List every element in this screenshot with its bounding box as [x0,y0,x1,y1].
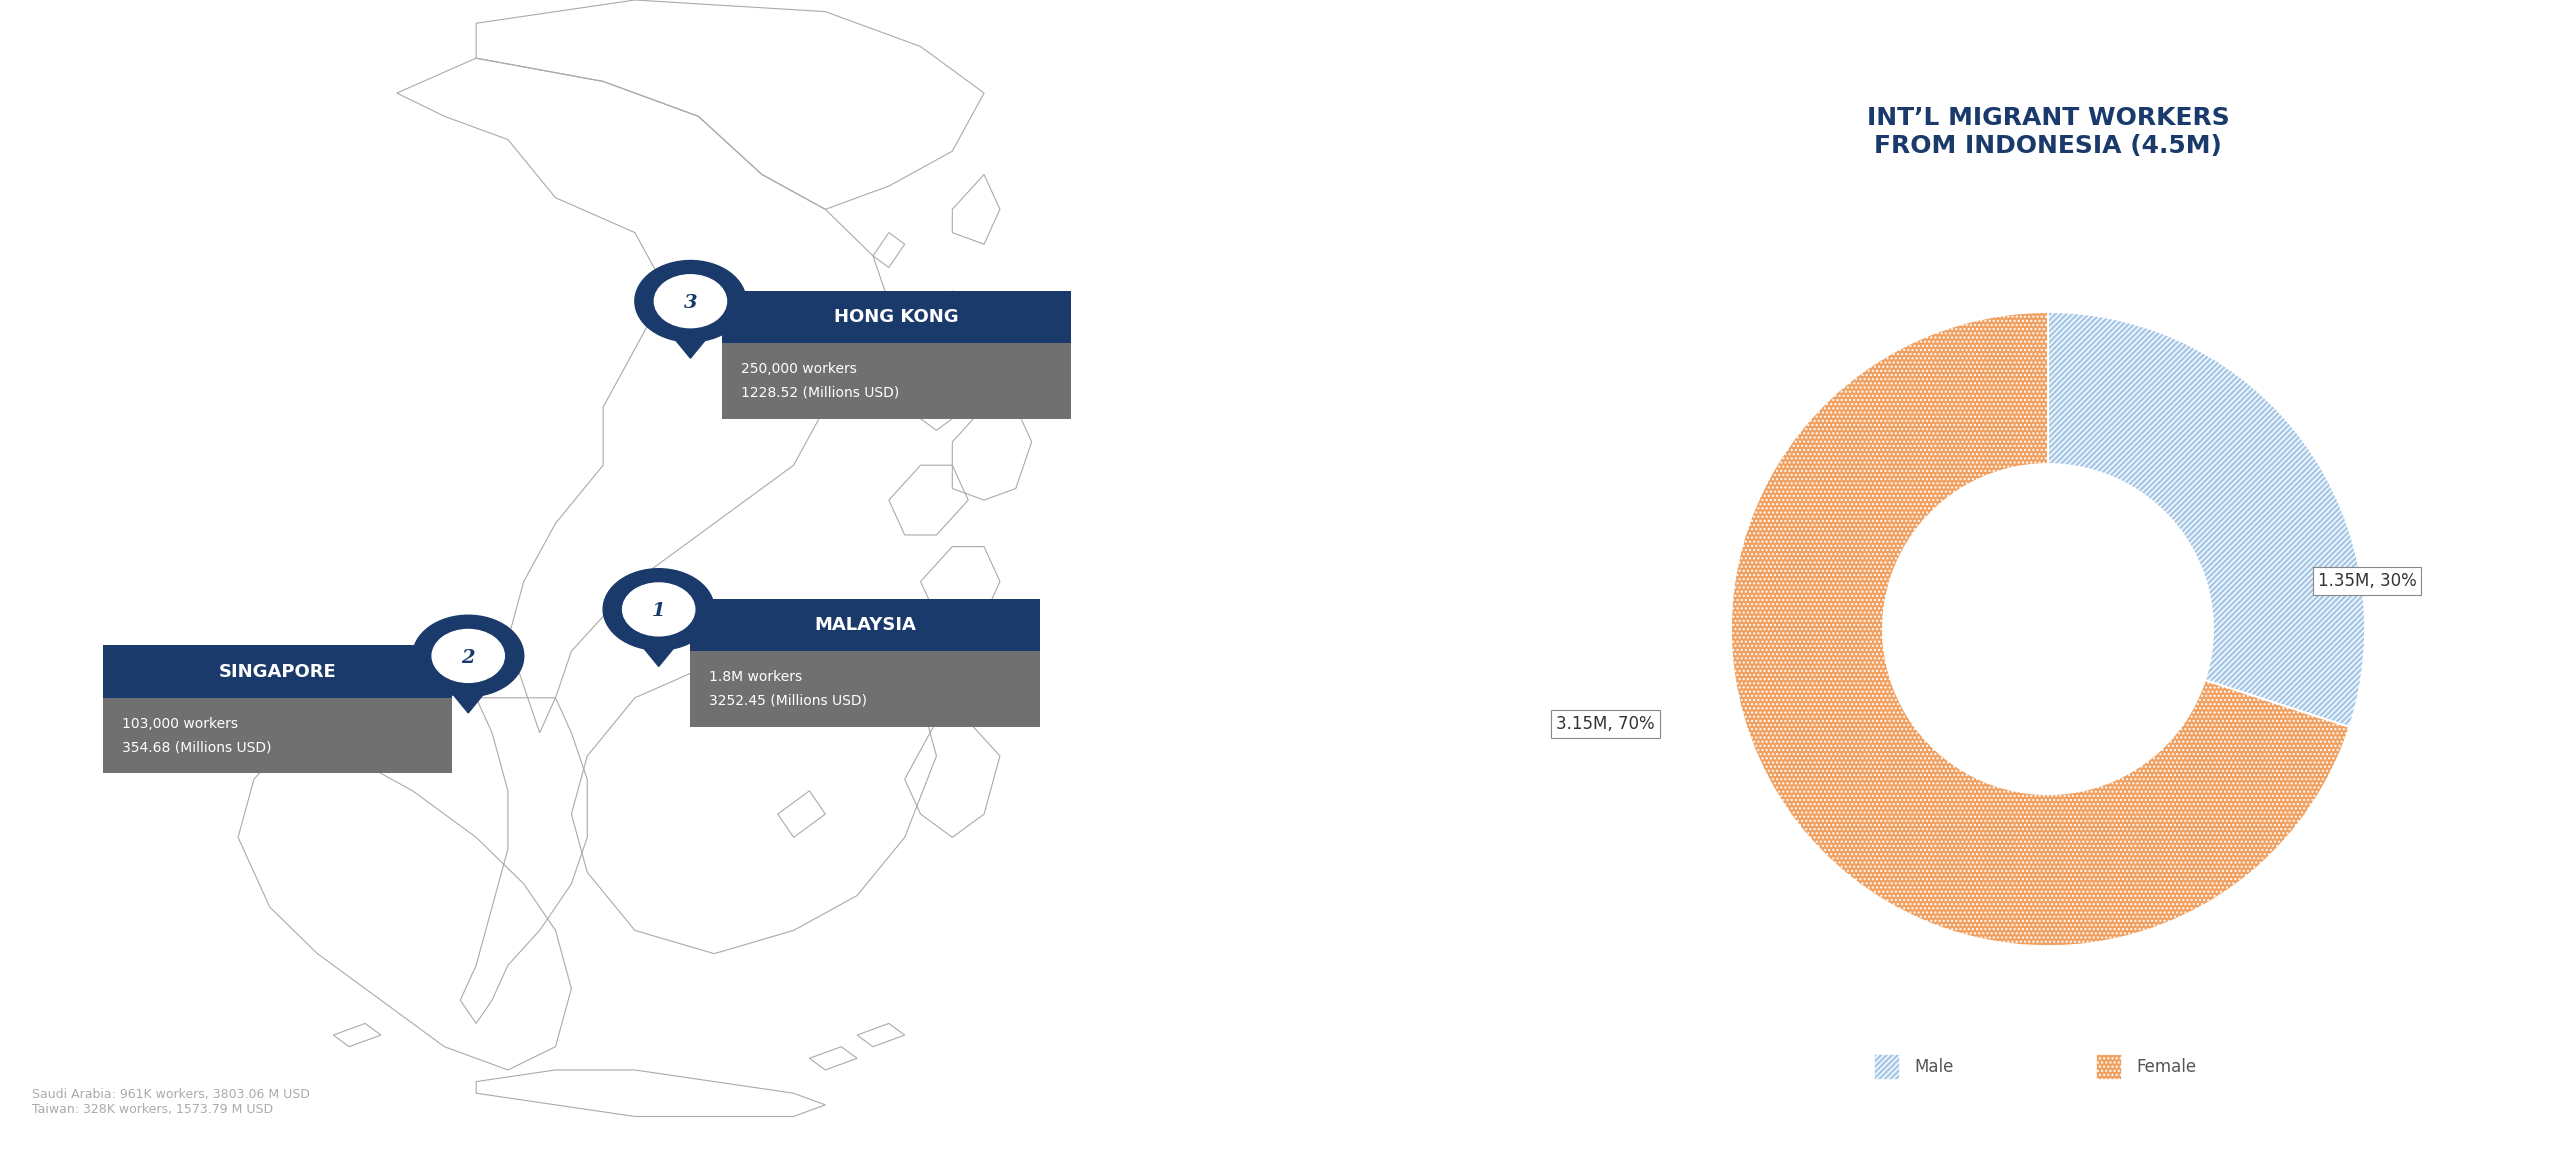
Text: 250,000 workers: 250,000 workers [742,362,858,377]
Text: 1.8M workers: 1.8M workers [709,670,804,685]
Text: HONG KONG: HONG KONG [835,308,960,326]
Circle shape [655,274,727,328]
Circle shape [433,629,504,683]
Polygon shape [658,317,724,358]
FancyBboxPatch shape [722,291,1073,343]
Text: 354.68 (Millions USD): 354.68 (Millions USD) [123,740,271,755]
FancyBboxPatch shape [722,343,1073,419]
Circle shape [635,261,745,342]
Text: MALAYSIA: MALAYSIA [814,616,916,634]
Text: 103,000 workers: 103,000 workers [123,716,238,732]
Text: SINGAPORE: SINGAPORE [220,663,335,680]
Wedge shape [1731,312,2350,947]
Circle shape [412,615,525,697]
Polygon shape [625,626,691,666]
Polygon shape [435,672,502,713]
Text: INT’L MIGRANT WORKERS
FROM INDONESIA (4.5M): INT’L MIGRANT WORKERS FROM INDONESIA (4.… [1866,106,2230,157]
Bar [1874,1054,1900,1079]
Text: Female: Female [2138,1058,2196,1076]
FancyBboxPatch shape [102,698,453,773]
FancyBboxPatch shape [691,651,1039,727]
FancyBboxPatch shape [102,645,453,698]
Text: 3252.45 (Millions USD): 3252.45 (Millions USD) [709,693,868,708]
Text: 2: 2 [461,649,476,666]
Text: 1: 1 [653,602,666,620]
Circle shape [604,569,714,650]
Text: 3: 3 [684,294,696,312]
Bar [2097,1054,2120,1079]
Text: 1228.52 (Millions USD): 1228.52 (Millions USD) [742,385,899,400]
Text: Saudi Arabia: 961K workers, 3803.06 M USD
Taiwan: 328K workers, 1573.79 M USD: Saudi Arabia: 961K workers, 3803.06 M US… [31,1089,310,1116]
Text: 1.35M, 30%: 1.35M, 30% [2317,572,2417,591]
Circle shape [622,583,694,636]
Text: 3.15M, 70%: 3.15M, 70% [1556,715,1654,733]
Wedge shape [2048,312,2365,727]
Text: Male: Male [1915,1058,1953,1076]
FancyBboxPatch shape [691,599,1039,651]
